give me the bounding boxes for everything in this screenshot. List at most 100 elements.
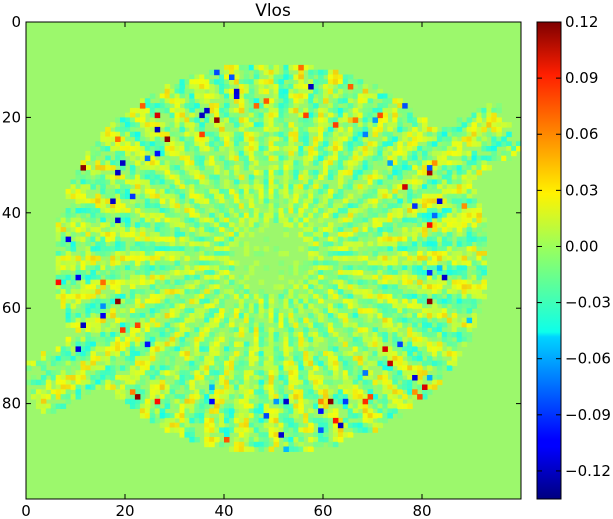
field-cell	[451, 165, 458, 171]
field-cell	[422, 117, 428, 123]
field-cell	[169, 308, 176, 314]
field-cell	[273, 384, 280, 390]
field-cell	[456, 251, 463, 257]
field-cell	[278, 155, 285, 161]
field-cell	[60, 236, 67, 242]
field-cell	[154, 103, 161, 109]
field-cell	[26, 360, 32, 367]
field-cell	[70, 322, 77, 328]
field-cell	[397, 236, 403, 242]
field-cell	[456, 284, 463, 290]
field-cell	[229, 413, 235, 419]
field-cell	[174, 93, 181, 99]
field-cell	[283, 208, 289, 214]
field-cell	[204, 346, 210, 352]
field-cell	[461, 270, 468, 276]
field-cell	[422, 122, 428, 128]
field-cell	[224, 231, 230, 238]
field-cell	[441, 317, 448, 324]
field-cell	[80, 289, 87, 295]
field-cell	[115, 246, 121, 252]
field-cell	[332, 432, 339, 438]
field-cell	[397, 103, 403, 109]
field-cell	[115, 193, 121, 200]
field-cell	[65, 365, 72, 371]
field-cell	[337, 303, 344, 309]
field-cell	[174, 279, 181, 285]
field-cell	[159, 408, 166, 414]
field-cell	[243, 403, 250, 409]
field-cell	[184, 88, 190, 95]
field-cell	[253, 293, 260, 300]
field-cell	[80, 284, 87, 290]
field-cell	[194, 336, 200, 343]
field-cell	[347, 74, 354, 80]
field-cell	[377, 150, 383, 157]
field-cell	[209, 417, 215, 424]
field-cell	[129, 165, 136, 171]
field-cell	[238, 98, 245, 104]
field-cell	[337, 179, 344, 185]
field-cell	[134, 336, 141, 343]
field-cell	[352, 79, 359, 85]
field-cell	[204, 398, 210, 405]
field-cell	[248, 103, 255, 109]
field-cell	[486, 112, 492, 118]
field-cell	[224, 313, 230, 319]
field-cell	[303, 351, 309, 357]
field-cell	[243, 146, 250, 152]
field-cell	[323, 188, 329, 195]
field-cell	[342, 265, 349, 271]
field-cell	[209, 169, 215, 176]
field-cell	[397, 184, 403, 190]
field-cell	[154, 279, 161, 285]
field-cell	[85, 389, 91, 395]
field-cell	[412, 355, 418, 362]
field-spot	[273, 398, 279, 405]
field-cell	[372, 303, 379, 309]
field-cell	[184, 141, 190, 147]
field-cell	[426, 360, 433, 367]
field-cell	[55, 227, 62, 233]
field-cell	[129, 351, 136, 357]
field-cell	[179, 231, 186, 238]
field-cell	[357, 131, 364, 138]
field-cell	[204, 322, 210, 328]
field-spot	[120, 327, 126, 333]
field-cell	[159, 332, 166, 338]
field-cell	[204, 265, 210, 271]
field-cell	[471, 198, 478, 204]
field-cell	[105, 303, 111, 309]
field-cell	[80, 270, 87, 276]
field-cell	[407, 198, 413, 204]
field-cell	[387, 241, 393, 247]
field-cell	[115, 179, 121, 185]
field-cell	[268, 332, 275, 338]
field-cell	[337, 308, 344, 314]
field-cell	[293, 284, 299, 290]
field-cell	[342, 141, 349, 147]
x-axis: 0 20 40 60 80	[21, 22, 432, 519]
field-cell	[115, 146, 121, 152]
field-cell	[426, 126, 433, 133]
field-cell	[372, 355, 379, 362]
field-cell	[224, 141, 230, 147]
field-cell	[209, 103, 215, 109]
field-cell	[382, 379, 388, 386]
field-cell	[431, 208, 438, 214]
field-cell	[248, 188, 255, 195]
field-cell	[451, 136, 458, 142]
field-cell	[60, 284, 67, 290]
field-cell	[224, 365, 230, 371]
field-cell	[308, 274, 314, 281]
field-cell	[397, 375, 403, 381]
field-cell	[337, 398, 344, 405]
field-cell	[382, 246, 388, 252]
field-cell	[209, 255, 215, 262]
field-cell	[293, 260, 299, 266]
field-cell	[342, 274, 349, 281]
field-cell	[392, 379, 398, 386]
field-cell	[174, 384, 181, 390]
field-cell	[471, 284, 478, 290]
